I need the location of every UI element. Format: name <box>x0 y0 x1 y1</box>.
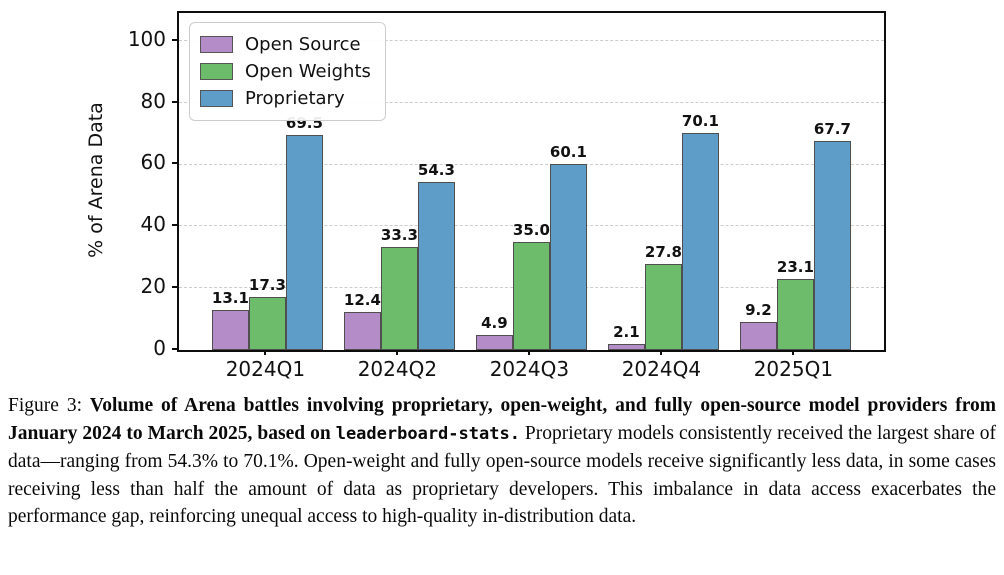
bar-open-weights <box>512 241 550 350</box>
y-tick-mark <box>172 224 178 227</box>
bar-value-label: 33.3 <box>380 226 418 245</box>
bar-chart: % of Arena Data Open Source Open Weights P… <box>85 11 886 381</box>
plot-area: Open Source Open Weights Proprietary 13.1 1… <box>177 11 886 352</box>
legend-swatch-open-weights <box>200 63 233 80</box>
bar-open-weights <box>644 264 682 350</box>
x-tick-mark <box>396 350 399 355</box>
bar-open-weights <box>776 278 814 350</box>
legend-row: Open Source <box>200 31 371 58</box>
y-tick-mark <box>172 162 178 165</box>
gridline <box>179 163 884 165</box>
figure-caption: Figure 3: Volume of Arena battles involv… <box>8 392 996 531</box>
bar-value-label: 27.8 <box>644 243 682 262</box>
y-tick-label: 100 <box>127 26 166 51</box>
bar-value-label: 17.3 <box>248 275 286 294</box>
y-tick-mark <box>172 348 178 350</box>
bar-proprietary <box>681 133 719 350</box>
x-tick-label: 2025Q1 <box>753 357 834 381</box>
y-tick-label: 20 <box>140 274 166 299</box>
bar-value-label: 2.1 <box>613 322 640 341</box>
legend-row: Open Weights <box>200 58 371 85</box>
bar-value-label: 9.2 <box>745 300 772 319</box>
x-tick-mark <box>792 350 795 355</box>
x-tick-label: 2024Q3 <box>489 357 570 381</box>
x-tick-mark <box>264 350 267 355</box>
y-tick-label: 40 <box>140 212 166 237</box>
gridline <box>179 39 884 41</box>
bar-value-label: 35.0 <box>512 220 550 239</box>
legend-label: Open Source <box>245 34 361 55</box>
bar-open-weights <box>380 247 418 350</box>
x-tick-mark <box>528 350 531 355</box>
x-tick-label: 2024Q4 <box>621 357 702 381</box>
legend-swatch-open-source <box>200 36 233 53</box>
bar-value-label: 4.9 <box>481 313 508 332</box>
legend-swatch-proprietary <box>200 90 233 107</box>
y-tick-mark <box>172 38 178 41</box>
caption-segment: Volume of Arena battles involving propri… <box>8 395 996 444</box>
caption-segment: leaderboard-stats. <box>335 423 520 444</box>
legend-label: Proprietary <box>245 88 345 109</box>
bar-proprietary <box>285 135 323 350</box>
bar-open-source <box>475 334 513 350</box>
caption-segment: Proprietary models consistently received… <box>8 422 997 528</box>
bar-value-label: 13.1 <box>211 288 249 307</box>
y-tick-label: 80 <box>140 88 166 113</box>
y-tick-mark <box>172 286 178 289</box>
bar-open-source <box>607 343 645 350</box>
y-tick-label: 60 <box>140 150 166 175</box>
x-tick-mark <box>660 350 663 355</box>
legend-label: Open Weights <box>245 61 371 82</box>
bar-value-label: 60.1 <box>549 143 587 162</box>
bar-proprietary <box>417 182 455 350</box>
bar-value-label: 67.7 <box>813 119 851 138</box>
legend-row: Proprietary <box>200 85 371 112</box>
bar-open-source <box>211 309 249 350</box>
gridline <box>179 225 884 227</box>
bar-open-source <box>343 311 381 350</box>
y-tick-mark <box>172 100 178 103</box>
gridline <box>179 101 884 103</box>
bar-value-label: 70.1 <box>681 112 719 131</box>
bar-proprietary <box>549 164 587 350</box>
bar-value-label: 54.3 <box>417 161 455 180</box>
bar-open-weights <box>248 296 286 350</box>
bar-value-label: 23.1 <box>776 257 814 276</box>
bar-open-source <box>739 321 777 350</box>
x-tick-label: 2024Q2 <box>357 357 438 381</box>
bar-value-label: 12.4 <box>343 290 381 309</box>
y-tick-label: 0 <box>153 336 166 360</box>
x-tick-label: 2024Q1 <box>225 357 306 381</box>
chart-legend: Open Source Open Weights Proprietary <box>189 22 386 121</box>
bar-proprietary <box>813 140 851 350</box>
caption-segment: Figure 3: <box>8 395 90 416</box>
